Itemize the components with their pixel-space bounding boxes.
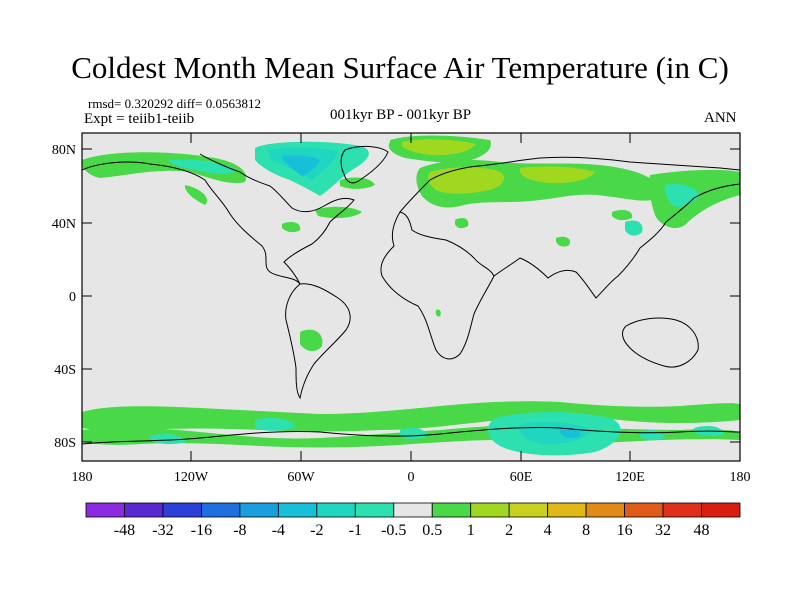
colorbar-label: -48 xyxy=(114,522,135,539)
colorbar-labels: -48 -32 -16 -8 -4 -2 -1 -0.5 0.5 1 2 4 8 16 32 48 xyxy=(114,522,710,539)
colorbar-swatch xyxy=(470,502,510,518)
colorbar-swatch xyxy=(124,502,164,518)
lon-tick-label: 0 xyxy=(408,470,415,485)
colorbar-swatch xyxy=(162,502,202,518)
colorbar-label: -2 xyxy=(310,522,323,539)
colorbar-label: 4 xyxy=(544,522,552,539)
lon-tick-label: 60E xyxy=(510,470,533,485)
colorbar-swatch xyxy=(239,502,279,518)
colorbar-label: 48 xyxy=(694,522,710,539)
colorbar-swatch xyxy=(316,502,356,518)
colorbar-swatch xyxy=(277,502,318,518)
colorbar-label: -32 xyxy=(152,522,173,539)
colorbar-swatch xyxy=(354,502,395,518)
lat-tick-label: 40N xyxy=(52,217,76,232)
lat-tick-label: 0 xyxy=(69,290,76,305)
colorbar-swatch xyxy=(585,502,625,518)
colorbar-label: 0.5 xyxy=(422,522,442,539)
experiment-label: Expt = teiib1-teiib xyxy=(84,111,195,127)
colorbar-label: 2 xyxy=(505,522,513,539)
season-label: ANN xyxy=(704,110,737,126)
lon-tick-label: 120E xyxy=(615,470,645,485)
map-title: Coldest Month Mean Surface Air Temperatu… xyxy=(71,50,729,85)
colorbar-label: -8 xyxy=(233,522,246,539)
colorbar-label: 8 xyxy=(582,522,590,539)
lat-tick-label: 80N xyxy=(52,143,76,158)
colorbar-swatch xyxy=(431,502,472,518)
anomaly-fields xyxy=(82,135,740,456)
tick-marks xyxy=(82,133,740,461)
coastlines xyxy=(81,145,741,445)
lat-tick-label: 40S xyxy=(54,363,76,378)
lon-tick-label: 120W xyxy=(174,470,209,485)
colorbar-label: 1 xyxy=(467,522,475,539)
colorbar-swatch xyxy=(547,502,587,518)
colorbar-label: -0.5 xyxy=(381,522,406,539)
colorbar-swatch xyxy=(393,502,433,518)
colorbar-label: -4 xyxy=(272,522,285,539)
colorbar-label: 16 xyxy=(617,522,633,539)
lon-tick-label: 180 xyxy=(730,470,751,485)
colorbar-label: -16 xyxy=(191,522,212,539)
colorbar-swatch xyxy=(624,502,664,518)
lon-tick-label: 60W xyxy=(287,470,315,485)
colorbar-swatch xyxy=(85,502,125,518)
lat-tick-label: 80S xyxy=(54,436,76,451)
colorbar-swatch xyxy=(201,502,241,518)
colorbar xyxy=(85,502,741,518)
colorbar-swatch xyxy=(662,502,702,518)
colorbar-label: -1 xyxy=(349,522,362,539)
lon-tick-label: 180 xyxy=(72,470,93,485)
colorbar-swatch xyxy=(701,502,741,518)
colorbar-swatch xyxy=(508,502,549,518)
stats-text: rmsd= 0.320292 diff= 0.0563812 xyxy=(88,96,261,111)
period-label: 001kyr BP - 001kyr BP xyxy=(330,107,472,123)
colorbar-label: 32 xyxy=(655,522,671,539)
